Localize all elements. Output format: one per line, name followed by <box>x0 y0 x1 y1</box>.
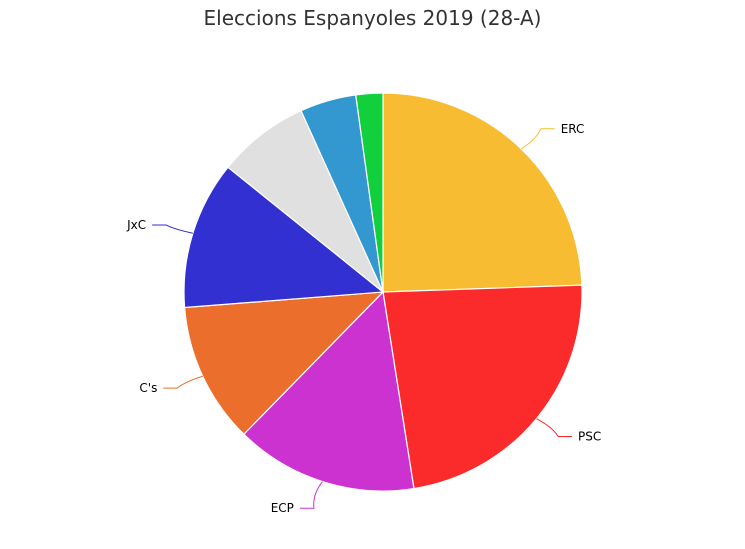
pie-slice-unlabeled-7[interactable] <box>355 92 384 293</box>
pie-slice-psc[interactable] <box>382 284 583 490</box>
label-connector <box>536 418 573 438</box>
label-connector <box>521 128 555 150</box>
pie-slices <box>183 92 583 492</box>
slice-label: ERC <box>561 122 585 136</box>
slice-label: PSC <box>578 430 601 444</box>
chart-title: Eleccions Espanyoles 2019 (28-A) <box>203 6 542 30</box>
pie-slice-cs[interactable] <box>183 291 385 436</box>
pie-labels: ERC PSC ECP C's JxC <box>126 122 601 515</box>
slice-label: C's <box>139 381 157 395</box>
label-connector <box>152 224 193 234</box>
pie-slice-jxc[interactable] <box>183 166 385 309</box>
pie-slice-ecp[interactable] <box>242 290 415 492</box>
label-connector <box>299 481 323 509</box>
pie-slice-erc[interactable] <box>382 92 583 293</box>
label-connector <box>163 375 203 389</box>
slice-label: ECP <box>271 501 294 515</box>
slice-label: JxC <box>126 218 146 232</box>
